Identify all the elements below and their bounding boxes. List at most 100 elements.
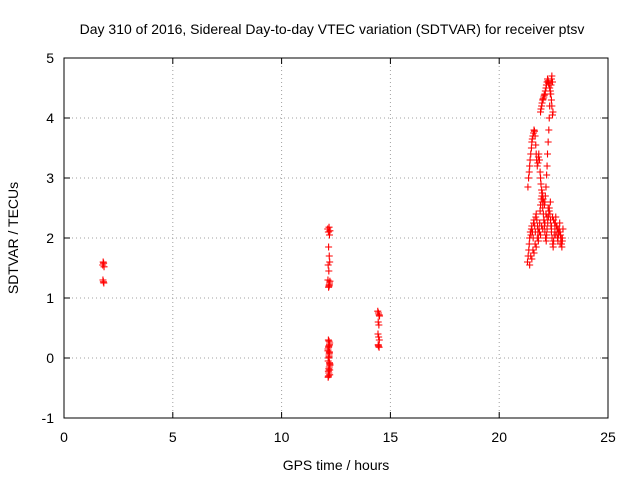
data-point xyxy=(325,223,333,231)
data-point xyxy=(325,281,333,289)
data-point xyxy=(542,210,550,218)
data-point xyxy=(537,180,545,188)
data-point xyxy=(324,373,332,381)
data-point xyxy=(538,99,546,107)
chart-title: Day 310 of 2016, Sidereal Day-to-day VTE… xyxy=(80,21,585,37)
data-point xyxy=(535,150,543,158)
data-point xyxy=(532,243,540,251)
data-point xyxy=(545,114,553,122)
data-point xyxy=(533,162,541,170)
data-point xyxy=(554,225,562,233)
data-point xyxy=(540,91,548,99)
data-point xyxy=(326,258,334,266)
y-axis-label: SDTVAR / TECUs xyxy=(5,182,21,294)
data-point xyxy=(535,156,543,164)
y-tick-labels: -1 0 1 2 3 4 5 xyxy=(42,50,55,426)
data-point xyxy=(543,231,551,239)
x-tick-label: 0 xyxy=(60,429,68,445)
data-point xyxy=(539,95,547,103)
data-point xyxy=(537,174,545,182)
data-point xyxy=(542,237,550,245)
data-point xyxy=(546,84,554,92)
x-tick-label: 15 xyxy=(383,429,399,445)
data-point xyxy=(544,150,552,158)
data-point xyxy=(324,228,332,236)
data-point xyxy=(531,240,539,248)
data-point xyxy=(525,240,533,248)
data-point xyxy=(535,228,543,236)
plot-frame xyxy=(63,57,609,419)
data-point xyxy=(325,343,333,351)
data-point xyxy=(100,263,108,271)
data-point xyxy=(324,261,332,269)
data-point xyxy=(543,162,551,170)
data-point xyxy=(325,252,333,260)
data-point xyxy=(526,261,534,269)
data-point xyxy=(545,79,553,87)
data-point xyxy=(544,204,552,212)
data-point xyxy=(548,102,556,110)
data-point xyxy=(375,321,383,329)
data-point xyxy=(525,174,533,182)
data-point xyxy=(538,192,546,200)
data-point xyxy=(547,90,555,98)
data-point xyxy=(539,225,547,233)
data-point xyxy=(374,341,382,349)
data-point xyxy=(524,183,532,191)
data-point xyxy=(100,279,108,287)
data-point xyxy=(549,108,557,116)
data-point xyxy=(533,234,541,242)
data-point xyxy=(555,228,563,236)
data-point xyxy=(537,231,545,239)
data-point xyxy=(529,246,537,254)
data-point xyxy=(324,336,332,344)
data-point xyxy=(537,105,545,113)
data-point xyxy=(374,318,382,326)
data-point xyxy=(325,359,333,367)
data-point xyxy=(526,162,534,170)
data-point xyxy=(530,249,538,257)
data-point xyxy=(374,330,382,338)
data-point xyxy=(557,231,565,239)
data-point xyxy=(549,213,557,221)
data-point xyxy=(375,336,383,344)
data-point xyxy=(534,159,542,167)
data-point xyxy=(376,312,384,320)
data-point xyxy=(544,75,552,83)
data-point xyxy=(548,72,556,80)
data-point xyxy=(531,132,539,140)
x-tick-label: 25 xyxy=(600,429,616,445)
data-point xyxy=(542,234,550,242)
data-point xyxy=(545,126,553,134)
data-point xyxy=(537,195,545,203)
data-point xyxy=(558,243,566,251)
x-tick-label: 10 xyxy=(274,429,290,445)
data-point xyxy=(551,219,559,227)
data-point xyxy=(543,171,551,179)
data-point xyxy=(545,207,553,215)
y-tick-label: 5 xyxy=(46,50,54,66)
data-point xyxy=(325,243,333,251)
data-point xyxy=(325,353,333,361)
data-point xyxy=(534,237,542,245)
data-point xyxy=(544,138,552,146)
data-point xyxy=(550,216,558,224)
data-point xyxy=(558,237,566,245)
x-tick-label: 20 xyxy=(491,429,507,445)
x-axis-label: GPS time / hours xyxy=(283,457,390,473)
y-tick-label: 1 xyxy=(46,290,54,306)
y-tick-label: 0 xyxy=(46,350,54,366)
data-point xyxy=(546,198,554,206)
data-point xyxy=(530,127,538,135)
data-points xyxy=(99,72,567,381)
data-point xyxy=(528,255,536,263)
data-point xyxy=(542,183,550,191)
y-tick-label: 4 xyxy=(46,110,54,126)
data-point xyxy=(541,219,549,227)
data-point xyxy=(532,210,540,218)
x-tick-label: 5 xyxy=(169,429,177,445)
data-point xyxy=(527,144,535,152)
data-point xyxy=(526,156,534,164)
data-point xyxy=(538,198,546,206)
